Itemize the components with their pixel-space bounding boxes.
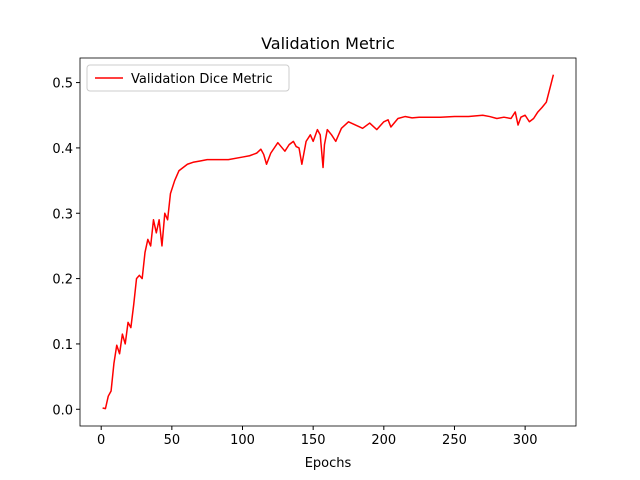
legend-box — [86, 64, 290, 92]
x-tick-label: 50 — [164, 433, 181, 448]
x-tick-label: 200 — [371, 433, 396, 448]
x-tick-label: 250 — [442, 433, 467, 448]
data-line — [102, 74, 555, 410]
y-tick-label: 0.2 — [52, 273, 73, 288]
y-tick-label: 0.4 — [52, 142, 73, 157]
legend-label: Validation Dice Metric — [131, 72, 273, 87]
y-tick-label: 0.0 — [52, 403, 73, 418]
x-axis-label: Epochs — [305, 456, 352, 471]
chart-title: Validation Metric — [261, 34, 395, 53]
x-tick-label: 300 — [513, 433, 538, 448]
x-tick-label: 100 — [230, 433, 255, 448]
y-tick-label: 0.3 — [52, 207, 73, 222]
x-tick-label: 0 — [97, 433, 105, 448]
y-tick-label: 0.5 — [52, 77, 73, 92]
plot-frame — [79, 57, 577, 427]
x-tick-label: 150 — [301, 433, 326, 448]
y-tick-label: 0.1 — [52, 338, 73, 353]
